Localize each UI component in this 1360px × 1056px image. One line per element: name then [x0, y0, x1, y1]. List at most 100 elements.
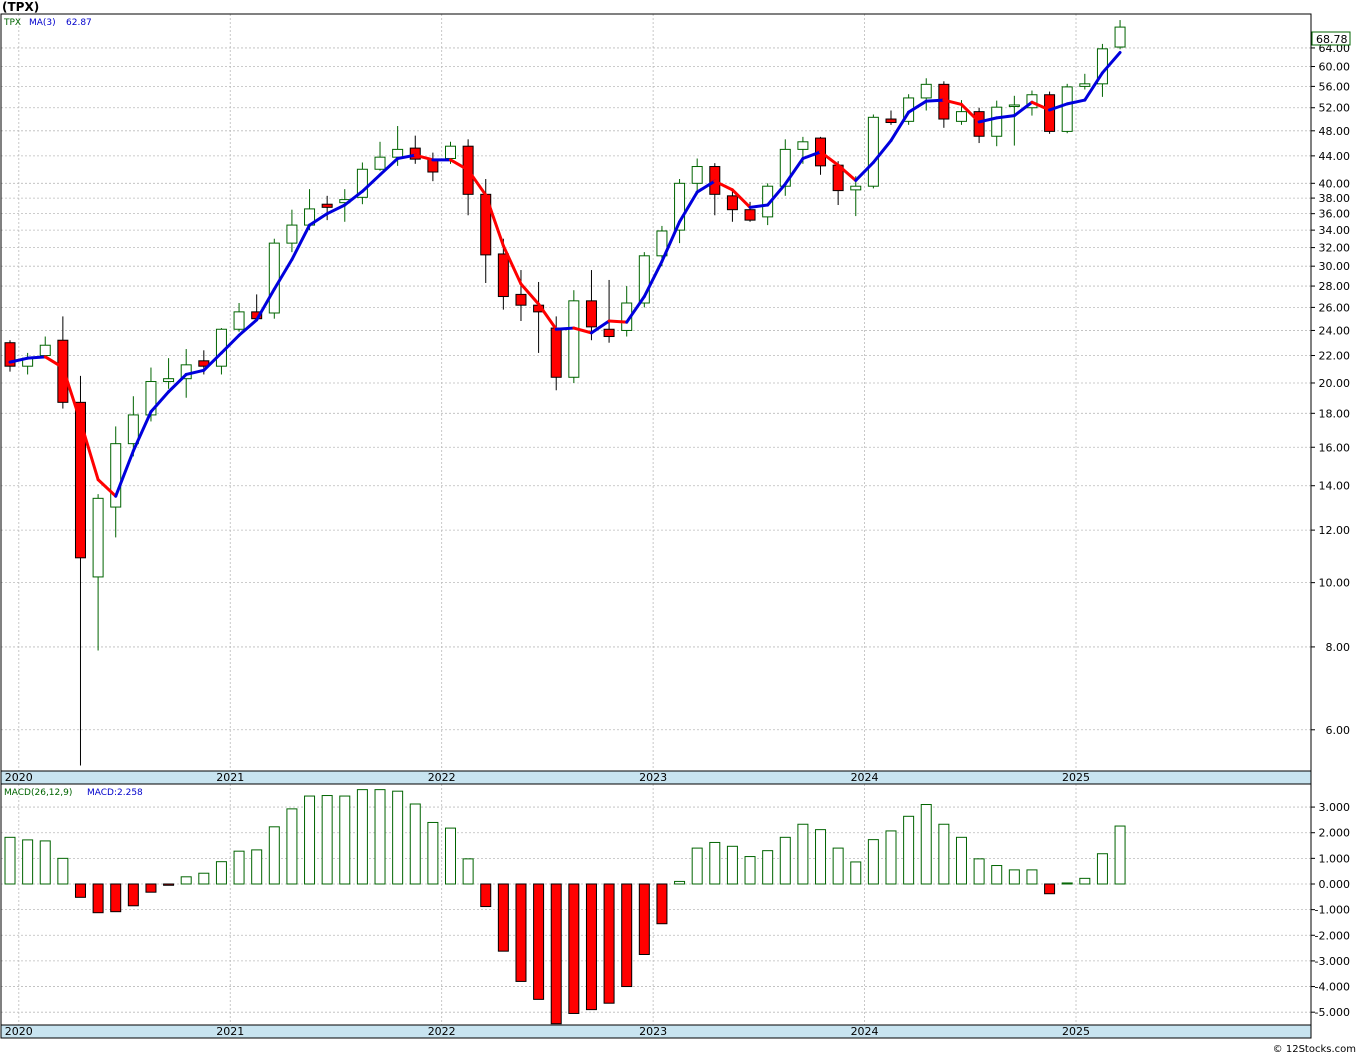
- macd-bar: [568, 883, 580, 1014]
- macd-bars: [4, 789, 1126, 1025]
- candle: [991, 100, 1003, 147]
- ma-segment: [783, 156, 805, 186]
- ma-segment: [537, 302, 558, 331]
- candle-body: [955, 111, 967, 122]
- candle-body: [1008, 104, 1020, 107]
- macd-bar: [145, 883, 157, 893]
- macd-bar: [920, 804, 932, 885]
- price-tick-label: 8.00: [1326, 641, 1351, 654]
- candle: [603, 279, 615, 343]
- candle-body: [497, 253, 509, 298]
- candle: [4, 340, 16, 372]
- macd-tick-label: 3.000: [1319, 801, 1351, 814]
- candle: [374, 141, 386, 171]
- macd-bar: [903, 815, 915, 885]
- macd-year-grid: [18, 784, 1077, 1025]
- candle-body: [233, 311, 245, 330]
- macd-bar: [885, 830, 897, 885]
- macd-bar: [356, 789, 368, 885]
- macd-bar: [973, 858, 985, 885]
- candle-body: [163, 378, 175, 383]
- ma-segment: [519, 282, 541, 306]
- candle-body: [409, 147, 421, 160]
- candle-body: [445, 145, 456, 159]
- candle: [286, 209, 298, 253]
- candle-body: [1079, 83, 1091, 87]
- ma-segment: [360, 173, 382, 193]
- legend-ma-value: 62.87: [66, 18, 92, 28]
- ma-segment: [237, 318, 259, 337]
- candle: [568, 290, 580, 383]
- ma-segment: [748, 203, 770, 209]
- ma-segment: [149, 390, 171, 414]
- candle-body: [867, 116, 879, 187]
- macd-x-axis: 2020 2021 2022 2023 2024 2025: [0, 1024, 1312, 1039]
- macd-bar: [709, 841, 721, 885]
- candle-body: [39, 344, 51, 357]
- macd-bar: [392, 790, 404, 885]
- ma-segment: [1012, 100, 1034, 118]
- macd-bar: [321, 795, 333, 885]
- ma-segment: [907, 99, 928, 114]
- macd-bar: [74, 883, 86, 898]
- candle-body: [726, 195, 738, 211]
- ma-segment: [625, 295, 646, 324]
- macd-bar: [515, 883, 527, 982]
- candle-body: [127, 414, 139, 445]
- macd-bar: [198, 872, 210, 885]
- ma-segment: [26, 355, 47, 360]
- ma-segment: [819, 150, 840, 167]
- candle-body: [797, 141, 809, 150]
- macd-bar: [1114, 825, 1126, 885]
- ma-segment: [924, 98, 946, 103]
- macd-bar: [603, 883, 615, 1004]
- legend-ma-label: MA(3): [29, 18, 56, 28]
- macd-bar: [1044, 883, 1056, 895]
- macd-bar: [251, 849, 263, 885]
- price-panel: 6.00 8.00 10.00 12.00 14.00 16.00 18.00 20.00 22…: [0, 13, 1351, 772]
- ma-segment: [889, 110, 911, 143]
- ma-segment: [114, 449, 135, 498]
- macd-bar: [832, 847, 844, 885]
- candle: [1044, 91, 1056, 134]
- macd-tick-label: 0.000: [1319, 878, 1351, 891]
- price-tick-label: 30.00: [1319, 260, 1351, 273]
- candle: [163, 358, 175, 389]
- year-label: 2024: [851, 1025, 879, 1038]
- candle-body: [74, 401, 86, 559]
- ma-segment: [695, 179, 717, 194]
- price-tick-label: 52.00: [1319, 102, 1351, 115]
- macd-bar: [180, 876, 192, 885]
- candle: [1114, 20, 1126, 50]
- macd-bar: [621, 883, 633, 988]
- candle-body: [1044, 94, 1056, 132]
- ma-segment: [554, 326, 576, 331]
- macd-bar: [797, 823, 809, 885]
- candle-body: [515, 293, 527, 306]
- macd-bar: [744, 856, 756, 885]
- ma-segment: [413, 153, 435, 162]
- ma-segment: [484, 193, 505, 248]
- macd-tick-label: 2.000: [1319, 827, 1351, 840]
- candle-body: [674, 182, 686, 231]
- macd-bar: [762, 850, 774, 885]
- ma-segment: [713, 179, 734, 192]
- macd-bar: [550, 883, 562, 1025]
- macd-bar: [462, 858, 474, 885]
- ma-segment: [466, 168, 488, 197]
- macd-bar: [674, 880, 686, 885]
- candle: [92, 494, 104, 651]
- ma-segment: [96, 478, 118, 498]
- ma-segment: [501, 244, 523, 286]
- ma-segment: [378, 156, 400, 177]
- candle-body: [110, 443, 122, 508]
- candle-body: [691, 166, 703, 184]
- macd-bar: [1026, 869, 1038, 885]
- ma-segment: [1100, 50, 1122, 75]
- year-label: 2023: [639, 1025, 667, 1038]
- macd-bar: [22, 839, 34, 885]
- macd-bar: [1079, 877, 1091, 885]
- ma-segment: [272, 258, 294, 291]
- price-tick-label: 40.00: [1319, 177, 1351, 190]
- ma-segment: [660, 220, 682, 263]
